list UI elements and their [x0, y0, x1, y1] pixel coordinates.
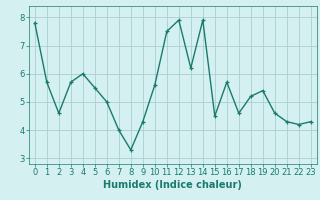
X-axis label: Humidex (Indice chaleur): Humidex (Indice chaleur) [103, 180, 242, 190]
